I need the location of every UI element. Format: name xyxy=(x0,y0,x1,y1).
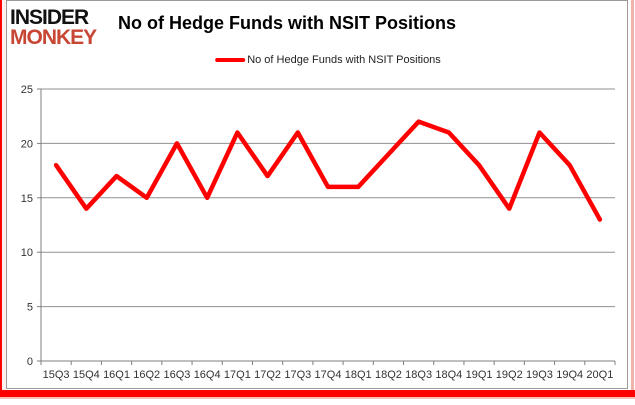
logo-word-insider: INSIDER xyxy=(10,6,89,29)
x-tick-label: 17Q4 xyxy=(315,369,342,381)
x-tick-label: 15Q3 xyxy=(43,369,70,381)
x-tick-label: 17Q3 xyxy=(284,369,311,381)
x-tick-label: 16Q1 xyxy=(103,369,130,381)
x-tick-label: 16Q3 xyxy=(163,369,190,381)
x-tick-label: 18Q1 xyxy=(345,369,372,381)
legend-label: No of Hedge Funds with NSIT Positions xyxy=(247,54,441,66)
left-edge-tint xyxy=(2,0,6,390)
x-tick-label: 16Q2 xyxy=(133,369,160,381)
legend-line-swatch xyxy=(215,58,246,62)
x-tick-label: 18Q4 xyxy=(435,369,462,381)
x-tick-label: 19Q3 xyxy=(526,369,553,381)
bottom-accent-bar xyxy=(0,390,635,397)
left-accent-strip xyxy=(0,0,2,397)
y-tick-label: 15 xyxy=(21,193,33,205)
x-tick-label: 17Q2 xyxy=(254,369,281,381)
page-title: No of Hedge Funds with NSIT Positions xyxy=(118,13,456,33)
x-tick-label: 17Q1 xyxy=(224,369,251,381)
x-tick-label: 19Q2 xyxy=(496,369,523,381)
y-tick-label: 10 xyxy=(21,247,33,259)
chart-inner-border xyxy=(6,0,628,389)
y-tick-label: 5 xyxy=(27,302,33,314)
x-tick-label: 16Q4 xyxy=(194,369,221,381)
x-tick-label: 20Q1 xyxy=(586,369,613,381)
data-line xyxy=(53,119,603,222)
bottom-accent-shadow xyxy=(0,397,635,399)
y-tick-label: 20 xyxy=(21,138,33,150)
chart-legend: No of Hedge Funds with NSIT Positions xyxy=(215,54,441,66)
x-tick-label: 18Q3 xyxy=(405,369,432,381)
logo-word-monkey: MONKEY xyxy=(10,25,97,49)
right-accent-strip xyxy=(631,0,634,397)
x-tick-label: 19Q4 xyxy=(556,369,583,381)
y-tick-label: 0 xyxy=(27,356,33,368)
y-tick-label: 25 xyxy=(21,84,33,96)
x-tick-label: 19Q1 xyxy=(466,369,493,381)
x-tick-label: 15Q4 xyxy=(73,369,100,381)
x-tick-label: 18Q2 xyxy=(375,369,402,381)
insider-monkey-logo: INSIDER MONKEY xyxy=(10,6,97,49)
